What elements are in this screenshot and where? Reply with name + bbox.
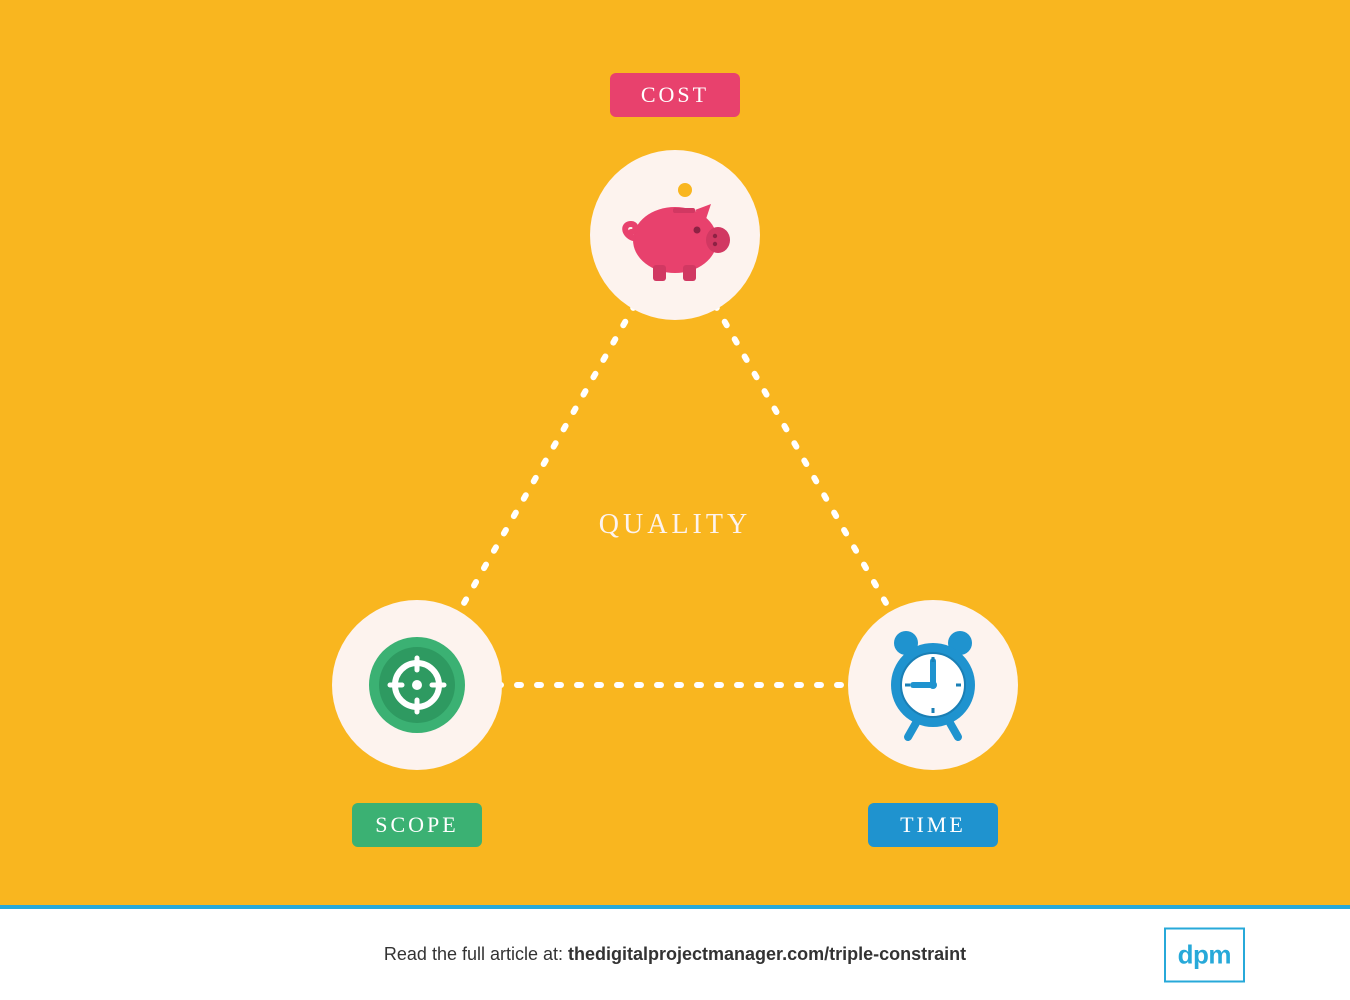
- cost-label: COST: [610, 73, 740, 117]
- clock-icon: [878, 625, 988, 745]
- piggy-bank-icon: [615, 180, 735, 290]
- center-label: QUALITY: [575, 509, 775, 541]
- time-node: [848, 600, 1018, 770]
- time-label-text: TIME: [900, 812, 966, 838]
- cost-label-text: COST: [641, 82, 709, 108]
- time-label: TIME: [868, 803, 998, 847]
- logo-box: dpm: [1164, 927, 1245, 982]
- logo-text: dpm: [1178, 939, 1231, 969]
- scope-node: [332, 600, 502, 770]
- cost-node: [590, 150, 760, 320]
- triangle-edges: [0, 0, 1350, 905]
- target-icon: [362, 630, 472, 740]
- footer: Read the full article at: thedigitalproj…: [0, 909, 1350, 1000]
- footer-prefix: Read the full article at:: [384, 944, 568, 964]
- footer-url: thedigitalprojectmanager.com/triple-cons…: [568, 944, 966, 964]
- scope-label-text: SCOPE: [375, 812, 458, 838]
- footer-text: Read the full article at: thedigitalproj…: [384, 944, 966, 965]
- scope-label: SCOPE: [352, 803, 482, 847]
